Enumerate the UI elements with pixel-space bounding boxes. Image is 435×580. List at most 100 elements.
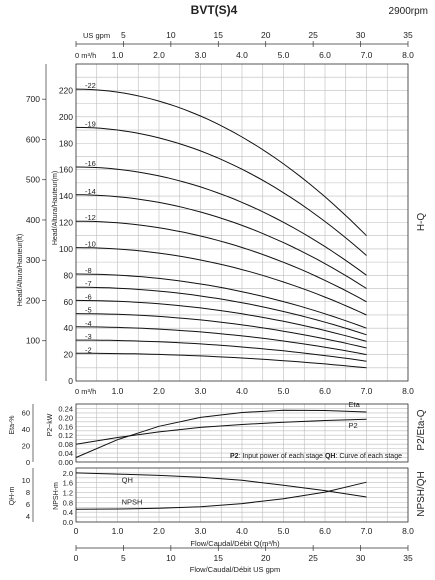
eta-series-label: Eta	[349, 400, 361, 409]
ylabel-head-ft: Head/Altura/Hauteur(ft)	[17, 234, 24, 306]
hq-curve-stage7	[75, 286, 367, 336]
hq-ytick-ft: 300	[26, 255, 40, 265]
gpm-tick-bottom: 5	[121, 553, 126, 563]
side-label-p2eta: P2/Eta-Q	[416, 409, 427, 450]
hq-ytick: 0	[68, 376, 73, 386]
hq-ytick: 140	[59, 191, 73, 201]
hq-ytick: 60	[64, 297, 74, 307]
flow-tick-mid: 3.0	[195, 386, 207, 396]
hq-curve-stage2	[76, 352, 367, 369]
axis-ticks: 0 5 5 10 10 15 15 20 20 25 25 30 30 35 35 0 1.0 1.0 1.0 2.0…	[22, 30, 415, 563]
flow-tick-bottom: 7.0	[361, 526, 373, 536]
npsh-ytick: 0.4	[63, 508, 73, 517]
gpm-tick-top: 15	[214, 30, 224, 40]
gpm-tick-bottom: 25	[308, 553, 318, 563]
flow-tick-top: 1.0	[112, 50, 124, 60]
series-labels: -22 -19 -16 -14 -12 -10 -8 -7 -6 -5 -4 -3 -2 Eta P2 QH N…	[85, 81, 361, 506]
flow-tick-top: 2.0	[153, 50, 165, 60]
eta-ytick: 40	[22, 425, 30, 434]
xlabel-gpm: Flow/Caudal/Débit US gpm	[190, 565, 280, 574]
hq-ytick-ft: 400	[26, 215, 40, 225]
ylabel-eta: Eta-%	[9, 415, 16, 434]
hq-curve-label: -8	[85, 266, 92, 275]
qh-ytick: 6	[26, 500, 30, 509]
flow-tick-bottom: 8.0	[402, 526, 414, 536]
p2-series-label: P2	[349, 421, 358, 430]
panel-frame-npsh	[75, 467, 409, 523]
power-curve-eta	[75, 409, 367, 458]
eta-ytick: 0	[26, 458, 30, 467]
npsh-ytick: 1.2	[63, 489, 73, 498]
hq-ytick: 120	[59, 218, 73, 228]
hq-ytick: 20	[64, 350, 74, 360]
hq-curve-stage16	[75, 166, 367, 276]
npsh-ytick: 2.0	[63, 469, 73, 478]
flow-tick-mid: 6.0	[319, 386, 331, 396]
hq-ytick: 160	[59, 165, 73, 175]
qh-ytick: 4	[26, 512, 30, 521]
ylabel-npsh: NPSH-m	[53, 482, 60, 510]
hq-curve-stage5	[75, 313, 367, 349]
npsh-curve-npsh	[75, 481, 367, 510]
flow-tick-top: 8.0	[402, 50, 414, 60]
side-label-npshqh: NPSH/QH	[416, 471, 427, 517]
hq-curve-label: -7	[85, 279, 92, 288]
hq-curve-stage4	[75, 326, 367, 356]
hq-ytick: 220	[59, 85, 73, 95]
panel-frames	[75, 43, 409, 549]
hq-curve-label: -12	[85, 213, 96, 222]
flow-tick-bottom: 2.0	[153, 526, 165, 536]
flow-unit-label-mid: 0 m³/h	[75, 387, 96, 396]
hq-ytick-ft: 500	[26, 175, 40, 185]
qh-ytick: 10	[22, 476, 30, 485]
flow-tick-bottom: 0	[74, 526, 79, 536]
npsh-ytick: 0.8	[63, 498, 73, 507]
gpm-tick-bottom: 10	[166, 553, 176, 563]
hq-curve-label: -6	[85, 292, 92, 301]
power-curve-p2	[75, 418, 367, 445]
power-note-p2-key: P2	[230, 453, 239, 460]
flow-tick-top: 5.0	[278, 50, 290, 60]
power-ytick: 0.20	[58, 413, 73, 422]
hq-curve-label: -19	[85, 119, 96, 128]
chart-title: BVT(S)4	[191, 3, 238, 17]
flow-tick-bottom: 6.0	[319, 526, 331, 536]
power-ytick: 0.12	[58, 431, 73, 440]
npsh-ytick: 0.0	[63, 518, 73, 527]
ylabel-power-kw: P2~kW	[47, 413, 54, 436]
hq-ytick-ft: 700	[26, 94, 40, 104]
power-note-p2-text: : Input power of each stage	[239, 453, 324, 460]
panel-frame-hq	[75, 63, 409, 382]
hq-curve-stage10	[75, 247, 367, 316]
gpm-tick-top: 25	[308, 30, 318, 40]
qh-ytick: 8	[26, 488, 30, 497]
hq-curve-label: -14	[85, 187, 96, 196]
hq-ytick-ft: 100	[26, 336, 40, 346]
gpm-tick-bottom: 35	[403, 553, 413, 563]
hq-curve-label: -2	[85, 345, 92, 354]
flow-tick-bottom: 1.0	[112, 526, 124, 536]
flow-tick-top: 6.0	[319, 50, 331, 60]
npsh-series-label: NPSH	[122, 497, 143, 506]
flow-tick-mid: 5.0	[278, 386, 290, 396]
flow-tick-mid: 4.0	[236, 386, 248, 396]
flow-unit-label: 0 m³/h	[75, 51, 96, 60]
hq-curve-stage12	[76, 220, 367, 303]
hq-curve-stage3	[76, 339, 367, 362]
eta-ytick: 20	[22, 441, 30, 450]
panel-frame-power	[75, 403, 409, 463]
flow-tick-mid: 8.0	[402, 386, 414, 396]
flow-tick-top: 4.0	[236, 50, 248, 60]
gpm-tick-top: 30	[356, 30, 366, 40]
hq-ytick: 40	[64, 323, 74, 333]
side-label-hq: H-Q	[416, 213, 427, 232]
power-note-qh-text: : Curve of each stage	[335, 453, 402, 460]
xlabel-main: Flow/Caudal/Débit Q(m³/h)	[190, 539, 280, 548]
hq-curve-label: -10	[85, 240, 96, 249]
ylabel-head-m: Head/Altura/Hauteur(m)	[52, 171, 59, 245]
power-ytick: 0.08	[58, 440, 73, 449]
power-note-qh-key: QH	[325, 453, 336, 460]
gpm-tick-top: 20	[261, 30, 271, 40]
series-curves	[75, 88, 367, 510]
